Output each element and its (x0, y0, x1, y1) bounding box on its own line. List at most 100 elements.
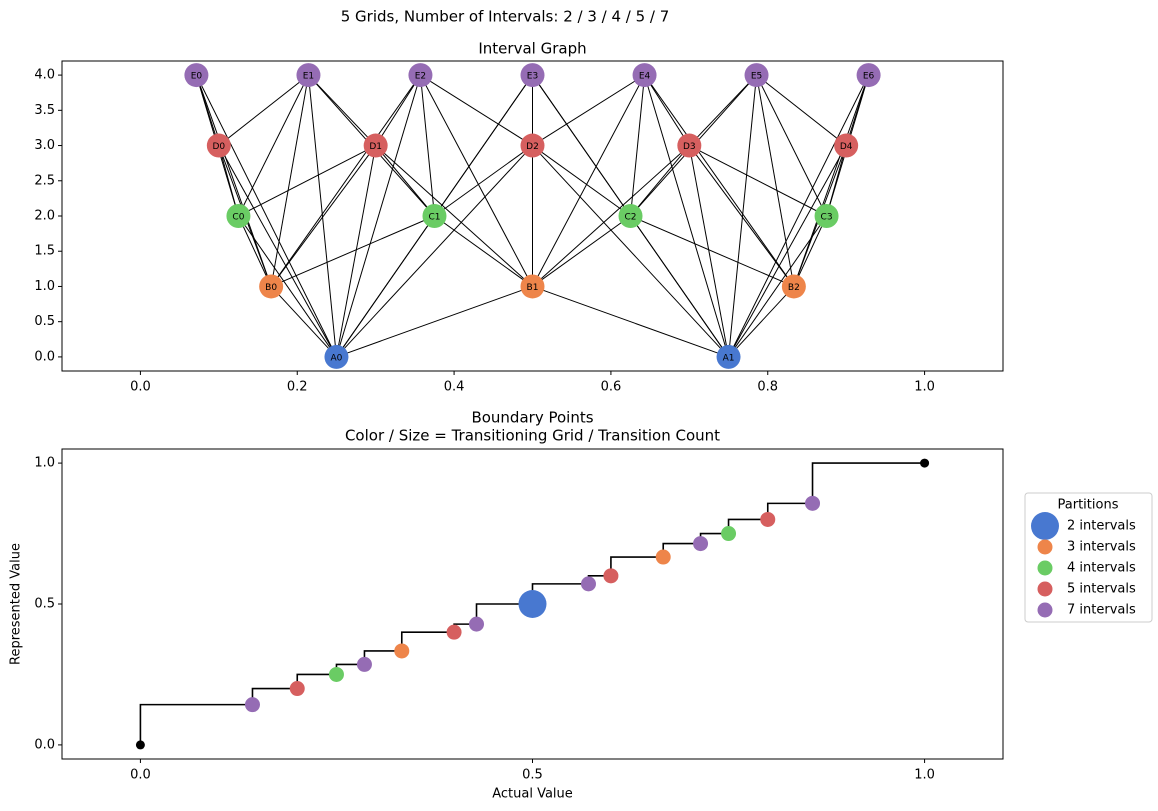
node-label: A0 (331, 353, 343, 363)
node (408, 63, 433, 88)
node-label: E1 (303, 72, 314, 82)
edge (195, 74, 337, 358)
edge (532, 74, 645, 287)
edge (689, 145, 827, 217)
edge (434, 215, 533, 287)
node-label: E4 (639, 72, 651, 82)
legend-title: Partitions (1058, 498, 1119, 513)
node-label: A1 (723, 353, 735, 363)
node (520, 274, 545, 299)
node-label: D3 (683, 142, 696, 152)
node-label: E6 (863, 72, 875, 82)
edge (728, 74, 870, 358)
edge (532, 285, 729, 358)
node (632, 63, 657, 88)
legend-marker (1037, 539, 1053, 555)
edge (270, 75, 309, 287)
boundary-point (580, 576, 596, 592)
boundary-point (328, 666, 344, 682)
edge (845, 74, 870, 146)
edge (532, 145, 690, 287)
legend-marker (1037, 602, 1053, 618)
node (206, 133, 231, 158)
boundary-point (518, 590, 547, 618)
x-tick-label: 0.0 (130, 380, 151, 395)
node-label: B0 (265, 283, 277, 293)
y-tick-label: 0.0 (34, 349, 55, 364)
y-tick-label: 1.0 (34, 279, 55, 294)
edge (532, 145, 631, 217)
boundary-point (603, 568, 619, 584)
boundary-point (760, 511, 776, 527)
y-tick-label: 4.0 (34, 68, 55, 83)
node-label: E3 (527, 72, 538, 82)
edge (756, 75, 795, 287)
edge (644, 74, 795, 287)
edge (336, 145, 533, 358)
edge (688, 145, 795, 287)
boundary-point (693, 536, 709, 552)
end-marker (920, 458, 930, 468)
boundary-point (655, 549, 671, 565)
node (324, 344, 349, 369)
node-label: D4 (840, 142, 853, 152)
x-tick-label: 0.0 (130, 768, 151, 783)
legend-marker (1037, 581, 1053, 597)
node-label: B1 (527, 283, 539, 293)
x-tick-label: 0.8 (757, 380, 778, 395)
node (296, 63, 321, 88)
x-tick-label: 1.0 (914, 380, 935, 395)
chart-title: Interval Graph (478, 40, 586, 58)
edge (756, 74, 847, 146)
edge (532, 145, 729, 358)
y-tick-label: 1.5 (34, 244, 55, 259)
boundary-point (394, 643, 410, 659)
node-label: C1 (428, 213, 440, 223)
node (184, 63, 209, 88)
legend-label: 3 intervals (1067, 540, 1136, 555)
edge (532, 74, 645, 146)
boundary-point (356, 656, 372, 672)
legend-marker (1031, 512, 1059, 540)
node (834, 133, 859, 158)
node-label: E0 (191, 72, 203, 82)
edge (336, 285, 533, 358)
plot-frame (61, 60, 1004, 372)
boundary-point (805, 495, 821, 511)
node (856, 63, 881, 88)
node (744, 63, 769, 88)
x-tick-label: 1.0 (914, 768, 935, 783)
node-label: C0 (232, 213, 244, 223)
edge (688, 74, 757, 146)
node-label: E5 (751, 72, 762, 82)
edge (195, 74, 220, 146)
edge (375, 74, 421, 146)
edge (270, 74, 421, 287)
legend-marker (1037, 560, 1053, 576)
node-label: B2 (788, 283, 800, 293)
node-label: C2 (625, 213, 637, 223)
boundary-point (446, 624, 462, 640)
edge (630, 215, 795, 287)
y-tick-label: 3.0 (34, 138, 55, 153)
x-tick-label: 0.5 (522, 768, 543, 783)
node (520, 133, 545, 158)
node (677, 133, 702, 158)
y-tick-label: 0.5 (34, 597, 55, 612)
edge (434, 74, 533, 217)
edge (728, 75, 758, 357)
edge (644, 74, 730, 358)
edge (237, 215, 272, 287)
y-tick-label: 0.5 (34, 314, 55, 329)
node (814, 204, 839, 228)
edge (218, 74, 309, 146)
node-label: E2 (415, 72, 426, 82)
y-tick-label: 3.5 (34, 103, 55, 118)
edge (270, 215, 435, 287)
edge (308, 74, 377, 146)
chart-subtitle: Color / Size = Transitioning Grid / Tran… (345, 427, 720, 445)
boundary-point (721, 526, 737, 542)
edge (756, 74, 828, 217)
edge (195, 74, 272, 287)
boundary-point (469, 616, 485, 632)
